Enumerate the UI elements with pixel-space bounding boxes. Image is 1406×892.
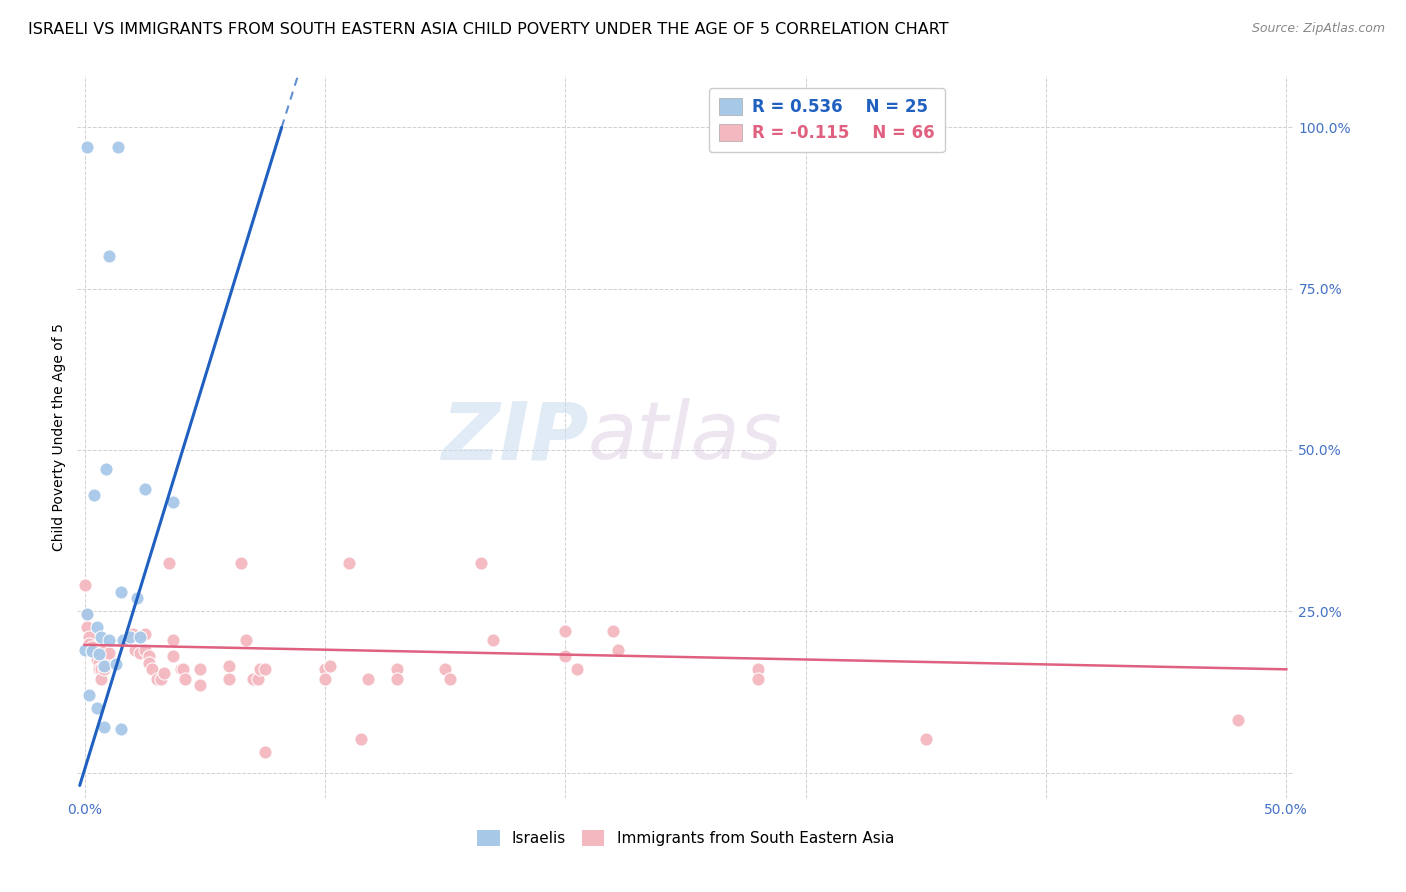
Point bbox=[188, 678, 211, 692]
Point bbox=[121, 627, 143, 641]
Point bbox=[73, 643, 96, 657]
Point bbox=[79, 688, 101, 702]
Point bbox=[76, 620, 98, 634]
Point bbox=[128, 646, 150, 660]
Point bbox=[157, 556, 180, 570]
Point bbox=[83, 646, 105, 660]
Point bbox=[128, 630, 150, 644]
Point bbox=[357, 672, 380, 686]
Point bbox=[79, 636, 101, 650]
Point bbox=[914, 731, 936, 746]
Point bbox=[253, 745, 276, 759]
Point bbox=[96, 640, 118, 654]
Point bbox=[602, 624, 624, 638]
Point bbox=[242, 672, 264, 686]
Point bbox=[90, 672, 112, 686]
Point bbox=[337, 556, 360, 570]
Point bbox=[110, 585, 132, 599]
Point bbox=[747, 672, 769, 686]
Point bbox=[150, 672, 173, 686]
Point bbox=[86, 701, 108, 715]
Point bbox=[439, 672, 461, 686]
Point bbox=[172, 662, 194, 676]
Point bbox=[97, 633, 120, 648]
Point bbox=[86, 653, 108, 667]
Point bbox=[76, 607, 98, 622]
Text: ISRAELI VS IMMIGRANTS FROM SOUTH EASTERN ASIA CHILD POVERTY UNDER THE AGE OF 5 C: ISRAELI VS IMMIGRANTS FROM SOUTH EASTERN… bbox=[28, 22, 949, 37]
Point bbox=[229, 556, 252, 570]
Point bbox=[145, 672, 167, 686]
Point bbox=[482, 633, 505, 648]
Point bbox=[554, 649, 576, 664]
Point bbox=[96, 462, 118, 476]
Point bbox=[218, 659, 240, 673]
Point bbox=[218, 672, 240, 686]
Point bbox=[314, 662, 336, 676]
Point bbox=[138, 649, 160, 664]
Text: ZIP: ZIP bbox=[440, 398, 588, 476]
Point bbox=[90, 630, 112, 644]
Point bbox=[96, 649, 118, 664]
Point bbox=[134, 643, 156, 657]
Y-axis label: Child Poverty Under the Age of 5: Child Poverty Under the Age of 5 bbox=[52, 323, 66, 551]
Point bbox=[567, 662, 589, 676]
Point bbox=[93, 659, 115, 673]
Point bbox=[174, 672, 197, 686]
Point bbox=[80, 644, 103, 658]
Point bbox=[86, 620, 108, 634]
Point bbox=[97, 250, 120, 264]
Point bbox=[385, 662, 408, 676]
Point bbox=[188, 662, 211, 676]
Point bbox=[90, 662, 112, 676]
Point bbox=[314, 672, 336, 686]
Point bbox=[170, 662, 193, 676]
Point bbox=[162, 633, 184, 648]
Point bbox=[134, 627, 156, 641]
Point bbox=[253, 662, 276, 676]
Point bbox=[111, 633, 134, 648]
Point bbox=[134, 482, 156, 496]
Point bbox=[87, 648, 110, 662]
Point bbox=[350, 731, 373, 746]
Point bbox=[138, 656, 160, 670]
Point bbox=[87, 656, 110, 670]
Legend: Israelis, Immigrants from South Eastern Asia: Israelis, Immigrants from South Eastern … bbox=[471, 823, 900, 853]
Point bbox=[110, 722, 132, 736]
Point bbox=[235, 633, 257, 648]
Point bbox=[607, 643, 630, 657]
Point bbox=[73, 578, 96, 592]
Point bbox=[127, 591, 149, 606]
Text: atlas: atlas bbox=[588, 398, 783, 476]
Point bbox=[107, 140, 129, 154]
Point bbox=[86, 649, 108, 664]
Point bbox=[124, 643, 146, 657]
Point bbox=[249, 662, 271, 676]
Point bbox=[153, 665, 176, 680]
Point bbox=[104, 657, 127, 672]
Point bbox=[97, 646, 120, 660]
Point bbox=[385, 672, 408, 686]
Point bbox=[554, 624, 576, 638]
Point bbox=[87, 662, 110, 676]
Point bbox=[83, 488, 105, 502]
Point bbox=[747, 662, 769, 676]
Text: Source: ZipAtlas.com: Source: ZipAtlas.com bbox=[1251, 22, 1385, 36]
Point bbox=[434, 662, 457, 676]
Point bbox=[93, 720, 115, 734]
Point bbox=[162, 649, 184, 664]
Point bbox=[93, 662, 115, 676]
Point bbox=[470, 556, 492, 570]
Point bbox=[141, 662, 163, 676]
Point bbox=[120, 630, 142, 644]
Point bbox=[162, 494, 184, 508]
Point bbox=[79, 630, 101, 644]
Point bbox=[76, 607, 98, 622]
Point bbox=[246, 672, 269, 686]
Point bbox=[80, 640, 103, 654]
Point bbox=[1227, 713, 1250, 727]
Point bbox=[76, 140, 98, 154]
Point bbox=[318, 659, 340, 673]
